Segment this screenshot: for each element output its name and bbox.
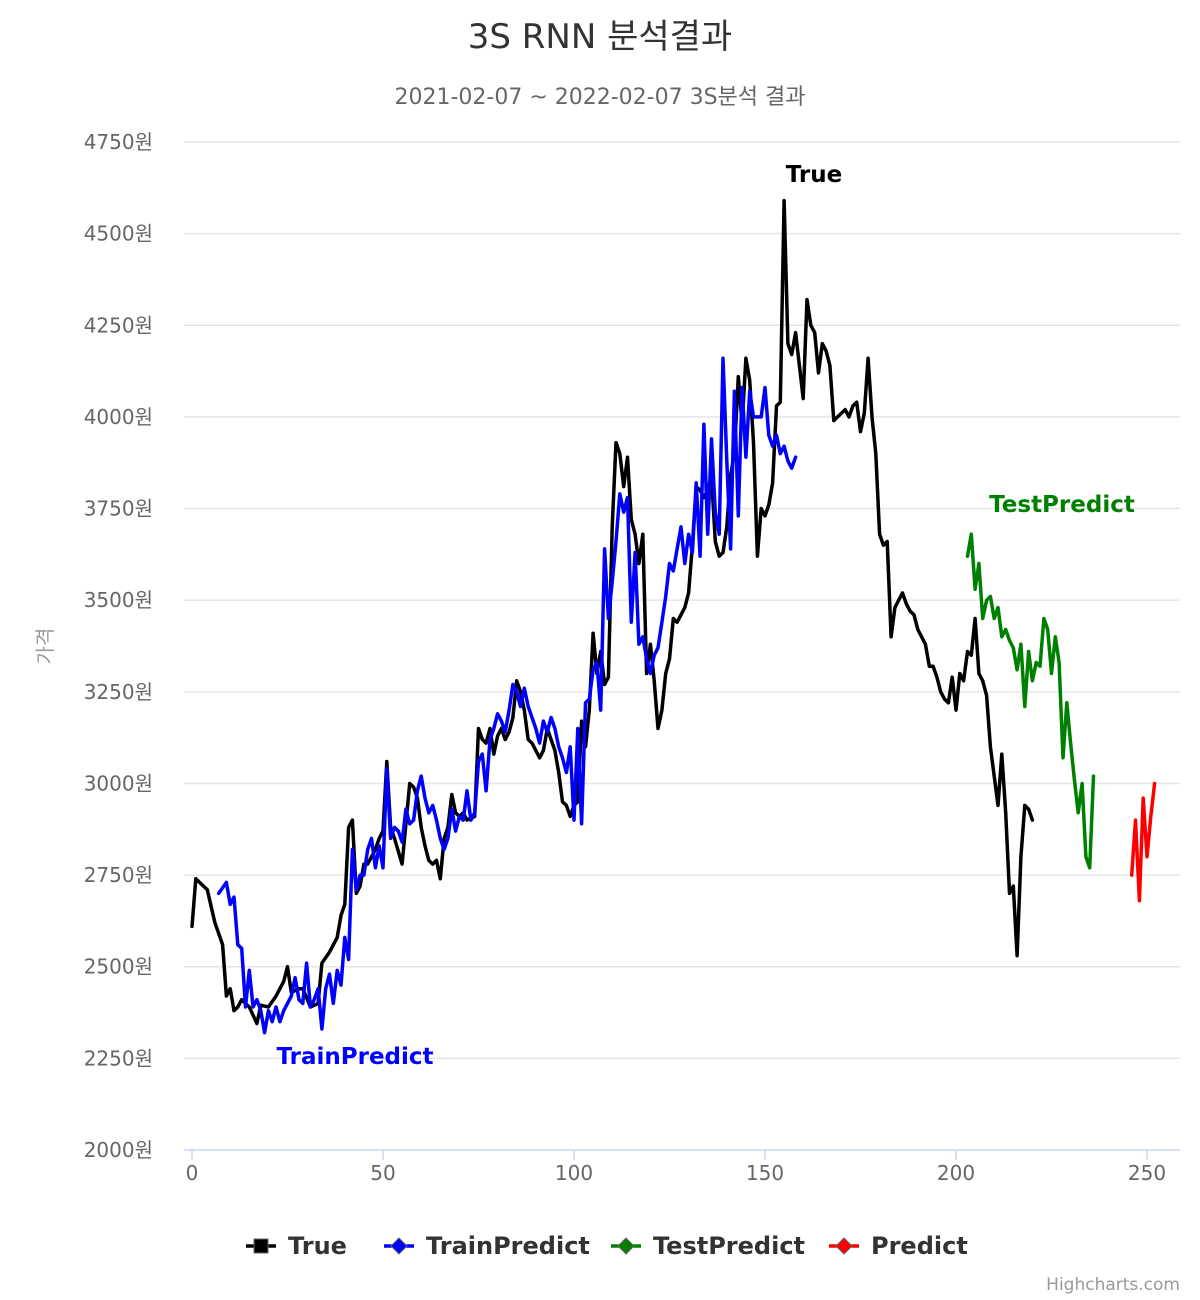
y-tick-label: 2750원 bbox=[84, 863, 153, 887]
y-tick-label: 4000원 bbox=[84, 405, 153, 429]
series-line-testpredict[interactable] bbox=[965, 532, 1096, 870]
series-line-predict[interactable] bbox=[1129, 781, 1157, 903]
legend-label: True bbox=[288, 1232, 347, 1260]
credits-link[interactable]: Highcharts.com bbox=[1046, 1275, 1180, 1295]
diamond-marker-icon bbox=[390, 1237, 408, 1255]
x-tick-label: 100 bbox=[555, 1161, 593, 1185]
x-tick-label: 150 bbox=[746, 1161, 784, 1185]
x-tick-label: 50 bbox=[370, 1161, 395, 1185]
square-marker-icon bbox=[253, 1238, 269, 1254]
legend-item-testpredict[interactable]: TestPredict bbox=[611, 1232, 805, 1260]
y-axis-title: 가격 bbox=[33, 628, 57, 665]
diamond-marker-icon bbox=[835, 1237, 853, 1255]
legend-label: Predict bbox=[871, 1232, 968, 1260]
y-tick-label: 2000원 bbox=[84, 1138, 153, 1162]
y-axis-ticks: 2000원 2250원 2500원 2750원 3000원 3250원 3500원 3750원… bbox=[84, 130, 153, 1162]
y-tick-label: 3500원 bbox=[84, 588, 153, 612]
legend-label: TestPredict bbox=[653, 1232, 805, 1260]
legend-item-trainpredict[interactable]: TrainPredict bbox=[384, 1232, 590, 1260]
x-axis: 0 50 100 150 200 250 bbox=[184, 1149, 1180, 1185]
series-lines bbox=[190, 198, 1157, 1035]
y-tick-label: 4250원 bbox=[84, 313, 153, 337]
y-tick-label: 2500원 bbox=[84, 955, 153, 979]
grid-lines bbox=[184, 141, 1180, 1060]
y-tick-label: 3750원 bbox=[84, 497, 153, 521]
x-tick-label: 250 bbox=[1128, 1161, 1166, 1185]
chart-subtitle: 2021-02-07 ~ 2022-02-07 3S분석 결과 bbox=[394, 85, 805, 110]
series-annotations: True TrainPredict TestPredict bbox=[276, 162, 1134, 1070]
annotation-trainpredict: TrainPredict bbox=[276, 1044, 433, 1070]
diamond-marker-icon bbox=[617, 1237, 635, 1255]
y-tick-label: 3000원 bbox=[84, 771, 153, 795]
y-tick-label: 4500원 bbox=[84, 222, 153, 246]
x-tick-label: 200 bbox=[937, 1161, 975, 1185]
series-line-trainpredict[interactable] bbox=[216, 356, 798, 1035]
legend-label: TrainPredict bbox=[426, 1232, 590, 1260]
series-line-true[interactable] bbox=[190, 198, 1035, 1026]
y-tick-label: 2250원 bbox=[84, 1046, 153, 1070]
legend-item-true[interactable]: True bbox=[246, 1232, 347, 1260]
chart-title: 3S RNN 분석결과 bbox=[468, 17, 732, 57]
annotation-testpredict: TestPredict bbox=[989, 492, 1135, 518]
y-tick-label: 4750원 bbox=[84, 130, 153, 154]
legend: True TrainPredict TestPredict Predict bbox=[246, 1232, 968, 1260]
legend-item-predict[interactable]: Predict bbox=[829, 1232, 968, 1260]
annotation-true: True bbox=[786, 162, 842, 188]
y-tick-label: 3250원 bbox=[84, 680, 153, 704]
x-tick-label: 0 bbox=[186, 1161, 199, 1185]
